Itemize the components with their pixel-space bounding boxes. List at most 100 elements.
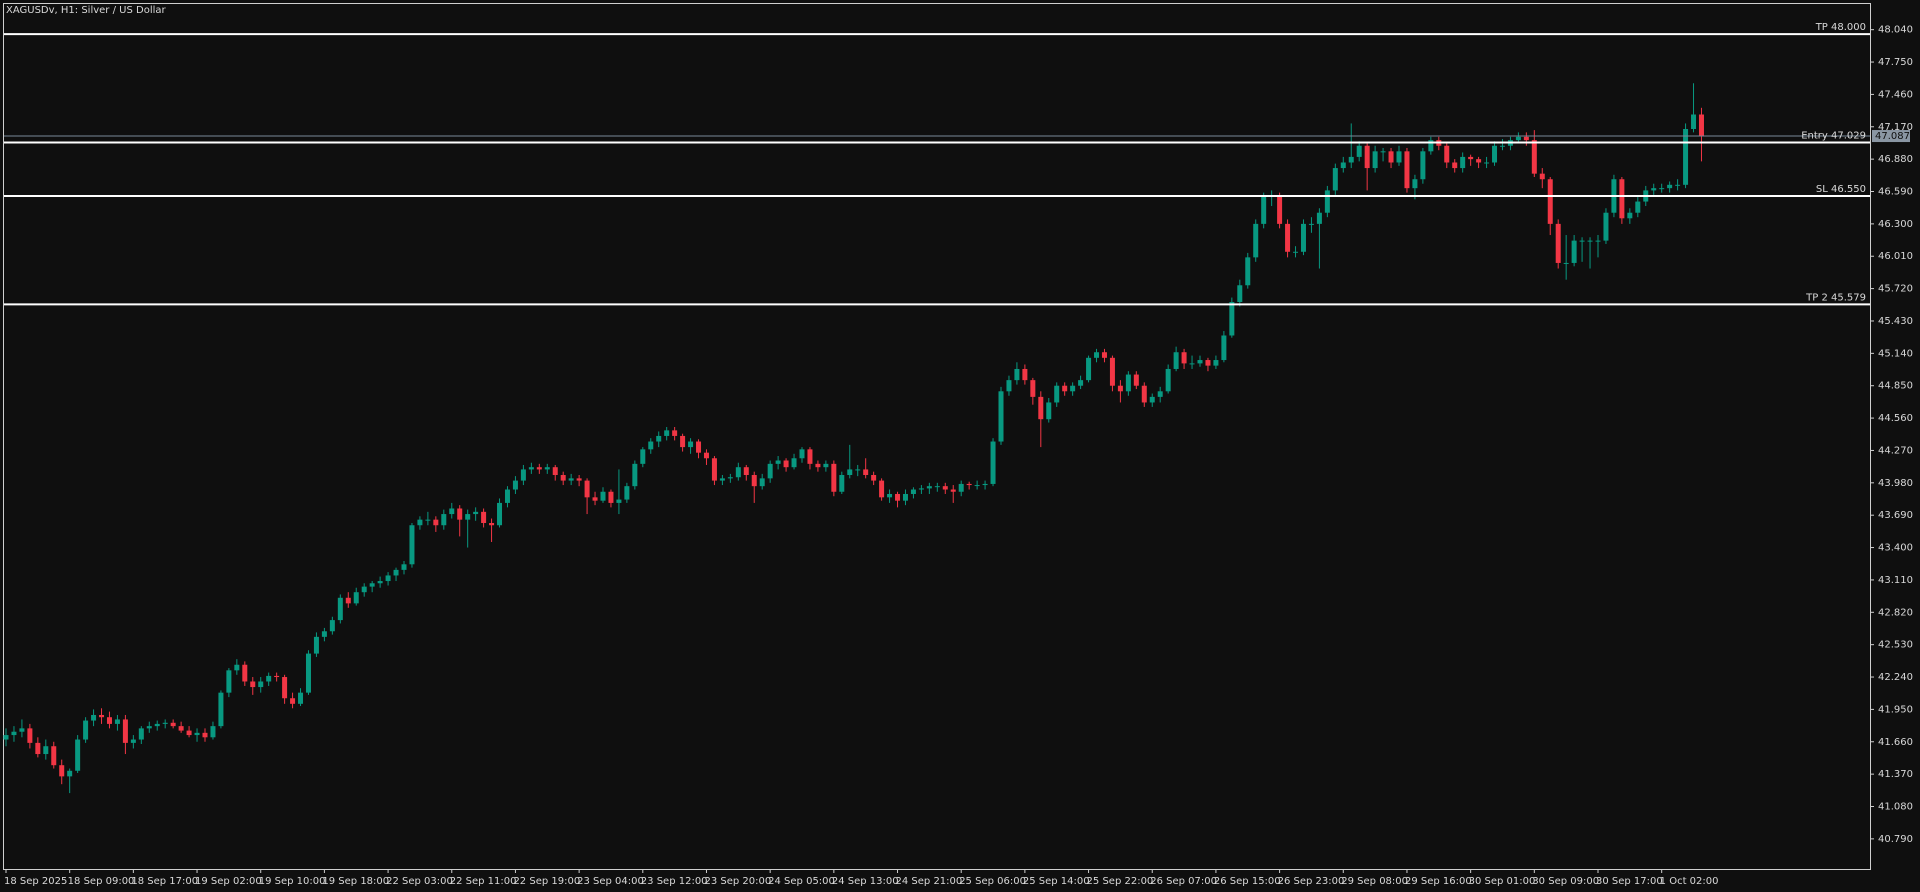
last-price-tag: [1872, 130, 1910, 143]
candle-body: [1316, 212, 1322, 224]
y-tick-label: 46.590: [1878, 187, 1913, 198]
candle-body: [831, 463, 837, 492]
x-tick-label: 19 Sep 18:00: [322, 876, 389, 887]
y-tick-label: 44.850: [1878, 381, 1913, 392]
candle-body: [656, 435, 662, 442]
candle-body: [433, 519, 439, 526]
candle-body: [1492, 145, 1498, 163]
candle-body: [560, 475, 566, 481]
candle-body: [1324, 190, 1330, 213]
x-tick-label: 23 Sep 20:00: [704, 876, 771, 887]
candle-body: [274, 675, 280, 678]
x-tick-label: 22 Sep 03:00: [386, 876, 453, 887]
y-tick-label: 45.140: [1878, 348, 1913, 359]
candle-body: [1173, 352, 1179, 369]
candle-body: [1181, 352, 1187, 364]
candle-body: [1038, 396, 1044, 420]
candle-body: [998, 391, 1004, 442]
candle-body: [313, 636, 319, 654]
candle-body: [576, 478, 582, 481]
chart-title: XAGUSDv, H1: Silver / US Dollar: [6, 5, 166, 16]
candle-body: [1667, 184, 1673, 189]
candle-body: [1197, 360, 1203, 364]
candle-body: [1133, 374, 1139, 386]
candle-body: [775, 460, 781, 464]
candle-body: [186, 730, 192, 736]
x-tick-label: 23 Sep 12:00: [641, 876, 708, 887]
candle-body: [1587, 240, 1593, 242]
candle-body: [91, 714, 97, 721]
candle-body: [751, 475, 757, 487]
candle-body: [1101, 352, 1107, 358]
candle-body: [1547, 179, 1553, 224]
candle-body: [839, 475, 845, 492]
x-tick-label: 22 Sep 19:00: [513, 876, 580, 887]
x-tick-label: 24 Sep 13:00: [832, 876, 899, 887]
candle-body: [11, 731, 17, 736]
candle-body: [1237, 285, 1243, 303]
candle-body: [401, 564, 407, 570]
x-tick-label: 25 Sep 22:00: [1087, 876, 1154, 887]
x-tick-label: 26 Sep 23:00: [1278, 876, 1345, 887]
candle-body: [1396, 151, 1402, 163]
y-tick-label: 46.880: [1878, 154, 1913, 165]
level-label: TP 48.000: [1815, 22, 1866, 33]
candle-body: [1691, 114, 1697, 130]
candle-body: [1412, 179, 1418, 189]
candle-body: [393, 569, 399, 576]
y-tick-label: 42.820: [1878, 607, 1913, 618]
candle-body: [1149, 396, 1155, 403]
candle-body: [305, 653, 311, 693]
candle-body: [958, 483, 964, 492]
y-tick-label: 47.170: [1878, 122, 1913, 133]
x-tick-label: 1 Oct 02:00: [1660, 876, 1719, 887]
x-tick-label: 18 Sep 17:00: [131, 876, 198, 887]
candle-body: [1356, 145, 1362, 157]
candle-body: [815, 463, 821, 468]
x-tick-label: 25 Sep 14:00: [1023, 876, 1090, 887]
x-tick-label: 26 Sep 07:00: [1150, 876, 1217, 887]
candle-body: [910, 489, 916, 494]
x-tick-label: 25 Sep 06:00: [959, 876, 1026, 887]
candle-body: [234, 664, 240, 671]
candle-body: [552, 467, 558, 476]
candle-body: [1157, 391, 1163, 397]
candle-body: [345, 597, 351, 604]
candle-body: [1014, 368, 1020, 381]
candle-body: [1022, 368, 1028, 381]
candle-body: [1444, 145, 1450, 163]
candle-body: [1468, 156, 1474, 160]
candle-body: [1285, 223, 1291, 252]
candle-body: [990, 441, 996, 484]
candle-body: [83, 720, 89, 740]
candle-body: [1117, 385, 1123, 392]
x-tick-label: 26 Sep 15:00: [1214, 876, 1281, 887]
candle-body: [1300, 223, 1306, 252]
candle-body: [1603, 212, 1609, 241]
candle-body: [1229, 302, 1235, 336]
candle-body: [1563, 262, 1569, 264]
candle-body: [1627, 212, 1633, 219]
x-tick-label: 30 Sep 01:00: [1469, 876, 1536, 887]
candle-body: [1006, 380, 1012, 392]
y-tick-label: 42.530: [1878, 640, 1913, 651]
candle-body: [202, 732, 208, 738]
candle-body: [1062, 385, 1068, 392]
y-tick-label: 46.010: [1878, 251, 1913, 262]
candle-body: [640, 449, 646, 464]
candle-body: [258, 681, 264, 688]
candle-body: [512, 480, 518, 490]
candle-body: [218, 692, 224, 727]
candle-body: [727, 477, 733, 479]
candle-body: [1293, 251, 1299, 253]
candle-body: [1340, 162, 1346, 169]
candle-body: [353, 592, 359, 604]
candle-body: [1539, 173, 1545, 180]
candle-body: [1189, 363, 1195, 365]
candle-body: [950, 489, 956, 492]
x-tick-label: 18 Sep 2025: [4, 876, 67, 887]
candle-body: [1094, 352, 1100, 358]
candle-body: [162, 722, 168, 724]
candle-body: [759, 478, 765, 487]
y-tick-label: 41.660: [1878, 737, 1913, 748]
